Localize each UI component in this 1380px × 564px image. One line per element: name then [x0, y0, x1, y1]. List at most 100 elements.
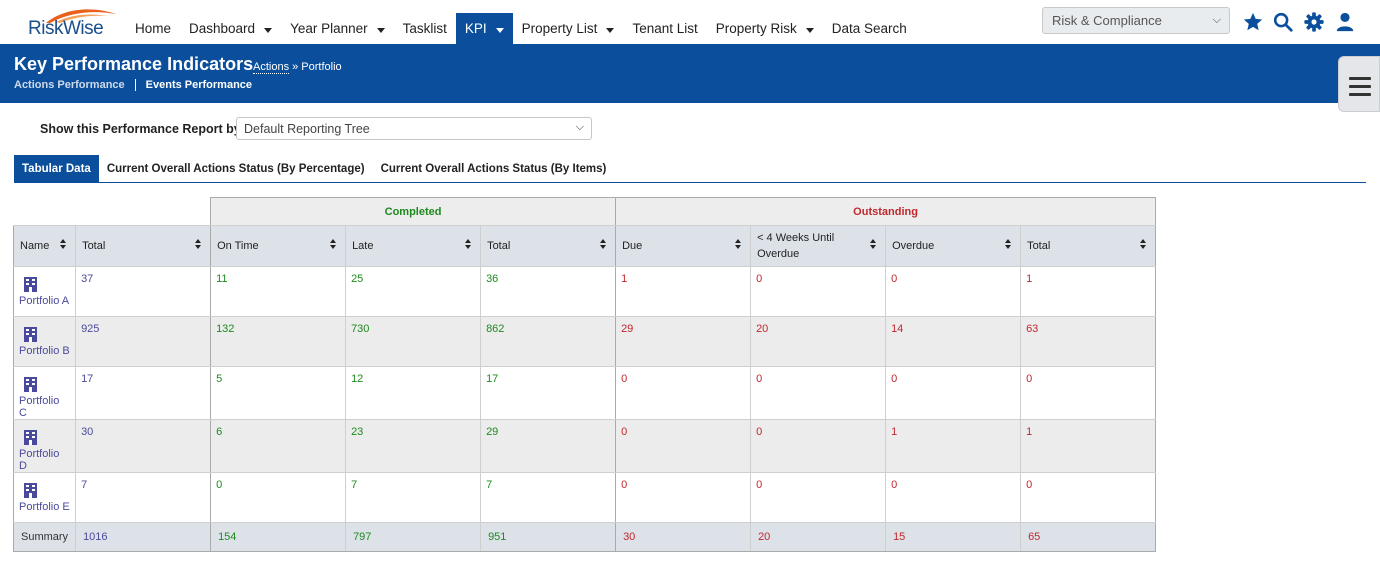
nav-item-label: Year Planner — [290, 21, 368, 36]
table-row: Portfolio A 37 11 25 36 1 0 0 1 — [12, 266, 1157, 317]
caret-down-icon[interactable] — [264, 28, 273, 33]
cell-late: 23 — [345, 419, 482, 473]
col-header-completed-total[interactable]: Total — [480, 225, 617, 267]
caret-down-icon[interactable] — [495, 28, 504, 33]
summary-on-time: 154 — [210, 522, 347, 552]
portfolio-name-link[interactable]: Portfolio B — [19, 345, 70, 357]
portfolio-name-cell[interactable]: Portfolio B — [12, 316, 77, 367]
reporting-tree-select[interactable]: Default Reporting Tree ⌵ — [236, 117, 592, 140]
col-header-overdue-label: Overdue — [892, 240, 935, 252]
sort-icon[interactable] — [600, 239, 607, 249]
cell-comp-total: 29 — [480, 419, 617, 473]
cell-on-time: 0 — [210, 472, 347, 523]
cell-total: 925 — [75, 316, 212, 367]
cell-total: 7 — [75, 472, 212, 523]
summary-total: 1016 — [75, 522, 212, 552]
sort-icon[interactable] — [870, 239, 877, 249]
col-header-due[interactable]: Due — [615, 225, 752, 267]
cell-overdue: 14 — [885, 316, 1022, 367]
chevron-down-icon: ⌵ — [575, 121, 584, 133]
nav-item-label: KPI — [464, 21, 487, 36]
col-header-on-time[interactable]: On Time — [210, 225, 347, 267]
riskwise-logo[interactable]: RiskWise — [26, 4, 120, 40]
cell-due: 1 — [615, 266, 752, 317]
subnav-actions-performance[interactable]: Actions Performance — [14, 79, 125, 91]
nav-item-property-risk[interactable]: Property Risk — [707, 13, 823, 45]
portfolio-name-link[interactable]: Portfolio E — [19, 501, 70, 513]
subnav-events-performance[interactable]: Events Performance — [145, 79, 253, 91]
reporting-tree-select-value: Default Reporting Tree — [244, 122, 370, 136]
kpi-table: Completed Outstanding Name Total On Time… — [12, 197, 1157, 552]
search-icon[interactable] — [1272, 11, 1294, 33]
col-header-overdue[interactable]: Overdue — [885, 225, 1022, 267]
breadcrumb: Actions » Portfolio — [253, 61, 342, 74]
user-icon[interactable] — [1334, 11, 1356, 33]
cell-comp-total: 17 — [480, 366, 617, 420]
cell-late: 25 — [345, 266, 482, 317]
module-select[interactable]: Risk & Compliance ⌵ — [1042, 7, 1230, 34]
nav-item-label: Property Risk — [715, 21, 797, 36]
portfolio-name-cell[interactable]: Portfolio A — [12, 266, 77, 317]
portfolio-name-link[interactable]: Portfolio C — [19, 395, 60, 419]
portfolio-name-link[interactable]: Portfolio D — [19, 448, 60, 472]
sort-icon[interactable] — [1140, 239, 1147, 249]
cell-total: 17 — [75, 366, 212, 420]
nav-item-tenant-list[interactable]: Tenant List — [623, 13, 706, 45]
sort-icon[interactable] — [330, 239, 337, 249]
hamburger-menu-button[interactable] — [1338, 56, 1380, 112]
sort-icon[interactable] — [195, 239, 202, 249]
cell-out-total: 1 — [1020, 419, 1157, 473]
tab-1[interactable]: Current Overall Actions Status (By Perce… — [106, 163, 365, 175]
page-title: Key Performance Indicators — [14, 54, 254, 74]
gear-icon[interactable] — [1303, 11, 1325, 33]
cell-total: 37 — [75, 266, 212, 317]
logo-text: RiskWise — [28, 18, 104, 39]
nav-item-kpi[interactable]: KPI — [455, 13, 513, 45]
tab-2[interactable]: Current Overall Actions Status (By Items… — [380, 163, 607, 175]
nav-item-year-planner[interactable]: Year Planner — [281, 13, 394, 45]
nav-item-dashboard[interactable]: Dashboard — [180, 13, 281, 45]
breadcrumb-current: » Portfolio — [289, 61, 342, 73]
nav-item-label: Tenant List — [632, 21, 698, 36]
nav-item-label: Dashboard — [189, 21, 256, 36]
nav-item-label: Home — [135, 21, 172, 36]
cell-on-time: 11 — [210, 266, 347, 317]
col-header-weeks-until-overdue[interactable]: < 4 Weeks Until Overdue — [750, 225, 887, 267]
building-icon — [24, 277, 37, 292]
page-header-banner: Key Performance Indicators Actions » Por… — [0, 44, 1380, 103]
kpi-table-body: Portfolio A 37 11 25 36 1 0 0 1 Portfolio B 925 132… — [12, 266, 1157, 523]
breadcrumb-actions-link[interactable]: Actions — [253, 61, 290, 74]
tab-0[interactable]: Tabular Data — [14, 155, 99, 183]
caret-down-icon[interactable] — [606, 28, 615, 33]
sort-icon[interactable] — [1005, 239, 1012, 249]
nav-item-property-list[interactable]: Property List — [513, 13, 624, 45]
cell-overdue: 0 — [885, 366, 1022, 420]
star-icon[interactable] — [1242, 11, 1264, 33]
column-header-row: Name Total On Time Late Total Due < 4 We… — [12, 225, 1157, 267]
cell-due: 0 — [615, 419, 752, 473]
portfolio-name-link[interactable]: Portfolio A — [19, 295, 70, 307]
portfolio-name-cell[interactable]: Portfolio E — [12, 472, 77, 523]
nav-item-label: Data Search — [831, 21, 907, 36]
col-header-late[interactable]: Late — [345, 225, 482, 267]
sort-icon[interactable] — [60, 239, 67, 249]
summary-label: Summary — [12, 522, 77, 552]
col-header-outstanding-total[interactable]: Total — [1020, 225, 1157, 267]
cell-overdue: 0 — [885, 472, 1022, 523]
nav-item-home[interactable]: Home — [126, 13, 180, 45]
col-header-name[interactable]: Name — [12, 225, 77, 267]
portfolio-name-cell[interactable]: Portfolio C — [12, 366, 77, 420]
col-header-total[interactable]: Total — [75, 225, 212, 267]
portfolio-name-cell[interactable]: Portfolio D — [12, 419, 77, 473]
caret-down-icon[interactable] — [376, 28, 385, 33]
hamburger-line — [1349, 77, 1371, 80]
caret-down-icon[interactable] — [805, 28, 814, 33]
nav-item-data-search[interactable]: Data Search — [823, 13, 916, 45]
nav-item-tasklist[interactable]: Tasklist — [394, 13, 456, 45]
cell-late: 12 — [345, 366, 482, 420]
sort-icon[interactable] — [735, 239, 742, 249]
sort-icon[interactable] — [465, 239, 472, 249]
top-navbar: RiskWise Home Dashboard Year Planner Taskli… — [0, 0, 1380, 45]
cell-late: 730 — [345, 316, 482, 367]
